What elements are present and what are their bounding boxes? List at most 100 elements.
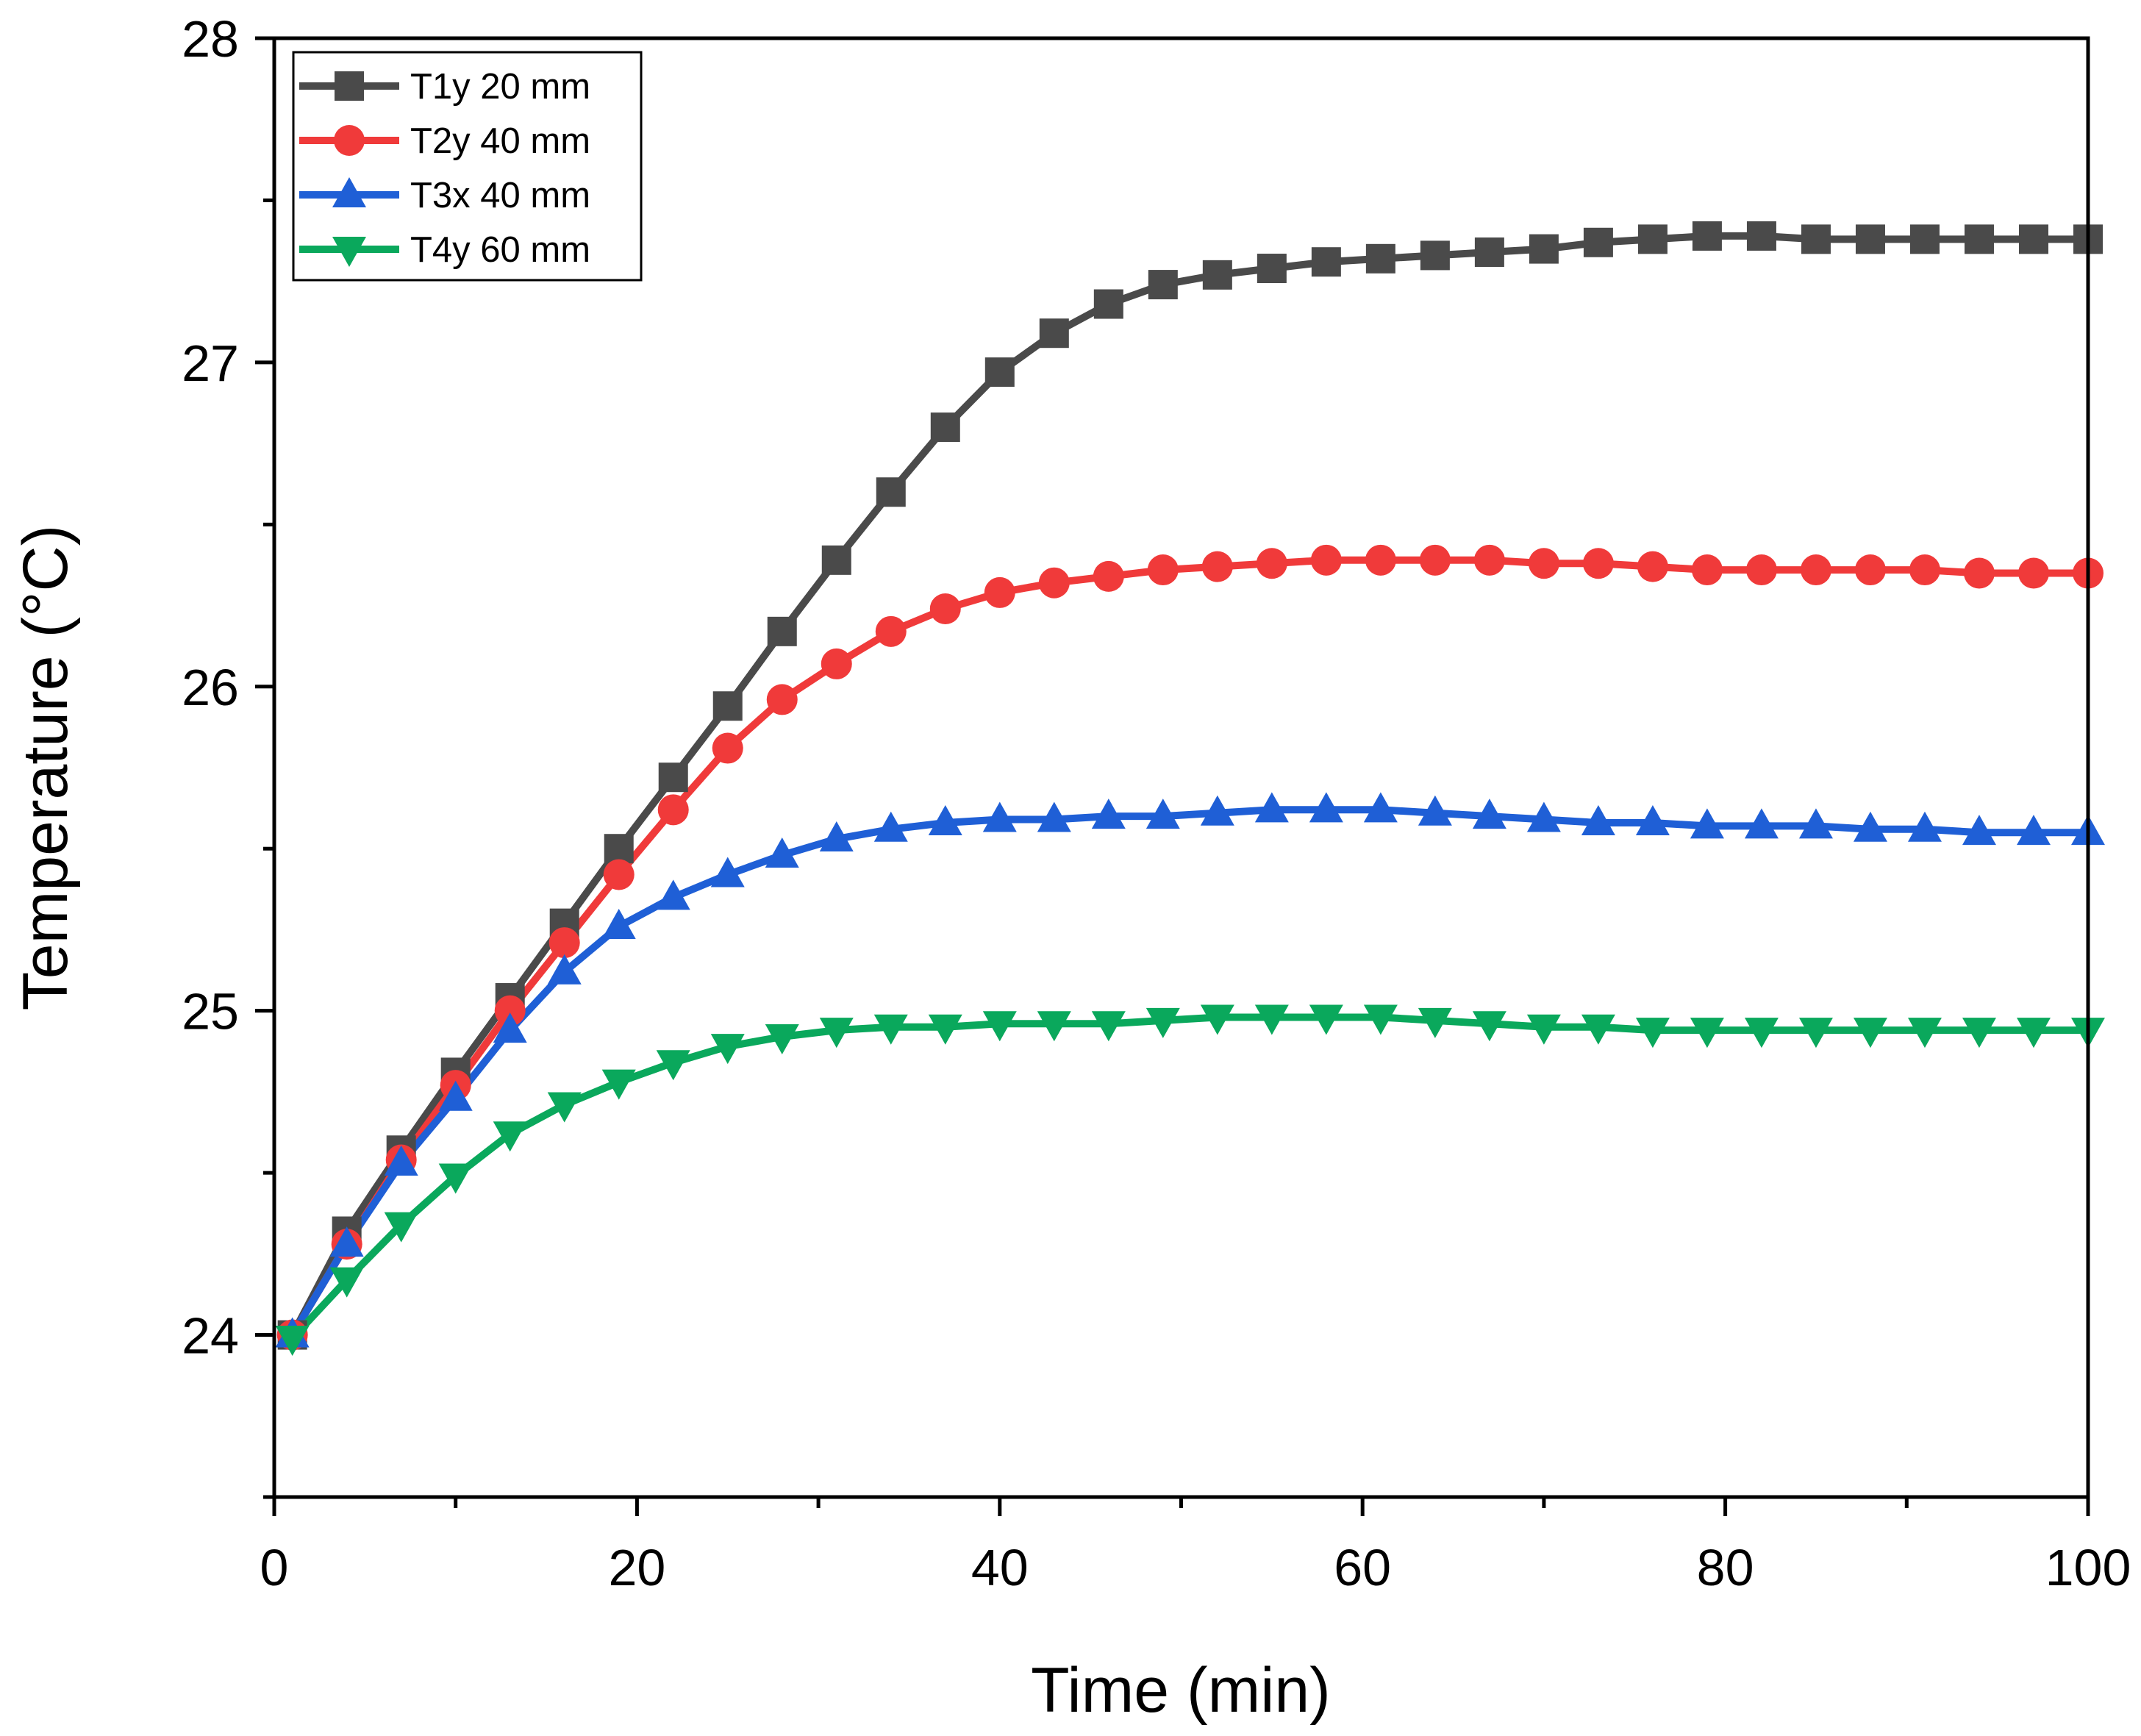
data-point-series-3 xyxy=(438,1080,473,1111)
data-point-series-4 xyxy=(1254,1004,1289,1035)
data-point-series-2 xyxy=(1745,554,1777,586)
x-tick-label: 0 xyxy=(260,1539,289,1596)
data-point-series-3 xyxy=(1472,799,1506,829)
data-point-series-4 xyxy=(438,1163,473,1194)
data-point-series-2 xyxy=(2017,557,2049,589)
series-markers xyxy=(275,221,2105,1356)
data-point-series-2 xyxy=(1473,544,1505,576)
x-axis-tick-labels: 0 20 40 60 80 100 xyxy=(260,1539,2131,1596)
data-point-series-3 xyxy=(329,1226,364,1257)
x-tick-label: 40 xyxy=(971,1539,1029,1596)
data-point-series-1 xyxy=(1964,224,1994,254)
data-point-series-4 xyxy=(1635,1018,1670,1049)
y-tick-label: 25 xyxy=(182,983,239,1040)
y-axis-title: Temperature (°C) xyxy=(10,525,81,1010)
data-point-series-1 xyxy=(1746,221,1776,251)
data-point-series-3 xyxy=(384,1145,418,1176)
data-point-series-4 xyxy=(710,1034,745,1065)
series-line-2 xyxy=(288,556,2092,1339)
data-point-series-2 xyxy=(548,927,580,959)
data-point-series-1 xyxy=(1474,237,1504,267)
data-point-series-4 xyxy=(1145,1007,1180,1038)
data-point-series-3 xyxy=(1254,792,1289,823)
x-tick-label: 100 xyxy=(2045,1539,2131,1596)
data-point-series-1 xyxy=(1365,243,1395,274)
data-point-series-4 xyxy=(1962,1018,1996,1049)
legend-label-4: T4y 60 mm xyxy=(410,230,590,270)
data-point-series-4 xyxy=(1200,1004,1234,1035)
data-point-series-2 xyxy=(1256,548,1287,579)
data-point-series-2 xyxy=(1800,554,1831,586)
data-point-series-3 xyxy=(2016,815,2051,846)
legend-label-3: T3x 40 mm xyxy=(410,176,590,215)
data-point-series-2 xyxy=(1038,567,1070,599)
data-point-series-4 xyxy=(493,1121,527,1152)
data-point-series-1 xyxy=(1257,254,1287,284)
data-point-series-4 xyxy=(656,1050,690,1081)
data-point-series-3 xyxy=(1690,808,1724,839)
legend-marker-1 xyxy=(335,71,364,101)
data-point-series-3 xyxy=(547,954,582,985)
data-point-series-3 xyxy=(1091,799,1126,829)
data-point-series-3 xyxy=(1037,801,1071,832)
data-point-series-4 xyxy=(819,1018,854,1049)
data-point-series-3 xyxy=(493,1012,527,1043)
data-point-series-2 xyxy=(603,859,635,890)
x-tick-label: 60 xyxy=(1334,1539,1391,1596)
data-point-series-2 xyxy=(1201,551,1233,582)
data-point-series-4 xyxy=(765,1024,799,1054)
y-axis-tick-labels: 24 25 26 27 28 xyxy=(182,10,239,1365)
data-point-series-3 xyxy=(873,811,908,842)
data-point-series-3 xyxy=(928,804,962,835)
data-point-series-3 xyxy=(710,857,745,887)
legend-label-2: T2y 40 mm xyxy=(410,121,590,161)
data-point-series-1 xyxy=(1637,224,1668,254)
data-point-series-3 xyxy=(1744,808,1779,839)
data-point-series-2 xyxy=(712,732,743,764)
legend-marker-3 xyxy=(332,177,366,207)
data-point-series-3 xyxy=(982,801,1017,832)
data-point-series-1 xyxy=(1039,318,1069,349)
data-point-series-3 xyxy=(656,879,690,910)
legend-marker-2 xyxy=(334,125,365,156)
legend-marker-4 xyxy=(332,237,366,267)
data-point-series-4 xyxy=(1418,1007,1452,1038)
x-tick-label: 80 xyxy=(1697,1539,1754,1596)
data-point-series-2 xyxy=(821,648,852,679)
legend: T1y 20 mm T2y 40 mm T3x 40 mm T4y 60 mm xyxy=(292,51,643,282)
data-point-series-4 xyxy=(1363,1004,1398,1035)
data-point-series-2 xyxy=(1691,554,1723,586)
data-point-series-1 xyxy=(930,412,960,443)
data-point-series-3 xyxy=(1363,792,1398,823)
data-point-series-3 xyxy=(601,909,636,940)
series-lines xyxy=(288,232,2092,1342)
data-point-series-1 xyxy=(1420,240,1450,271)
data-point-series-1 xyxy=(1855,224,1885,254)
data-point-series-3 xyxy=(1853,811,1887,842)
data-point-series-4 xyxy=(1526,1014,1561,1045)
data-point-series-1 xyxy=(604,834,634,864)
data-point-series-2 xyxy=(1637,551,1668,582)
data-point-series-1 xyxy=(1801,224,1831,254)
data-point-series-1 xyxy=(876,477,906,507)
data-point-series-2 xyxy=(766,684,798,715)
data-point-series-3 xyxy=(1635,804,1670,835)
data-point-series-1 xyxy=(1692,221,1722,251)
data-point-series-2 xyxy=(494,995,526,1026)
y-tick-label: 28 xyxy=(182,10,239,68)
data-point-series-4 xyxy=(547,1092,582,1123)
data-point-series-4 xyxy=(1853,1018,1887,1049)
data-point-series-4 xyxy=(1798,1018,1833,1049)
data-point-series-4 xyxy=(275,1325,310,1356)
data-point-series-3 xyxy=(1418,795,1452,826)
y-tick-label: 24 xyxy=(182,1307,239,1365)
y-tick-label: 26 xyxy=(182,659,239,716)
data-point-series-3 xyxy=(1200,795,1234,826)
data-point-series-1 xyxy=(658,762,688,793)
data-point-series-4 xyxy=(1907,1018,1942,1049)
data-point-series-4 xyxy=(1037,1011,1071,1042)
data-point-series-3 xyxy=(1581,804,1615,835)
data-point-series-1 xyxy=(1202,260,1232,290)
